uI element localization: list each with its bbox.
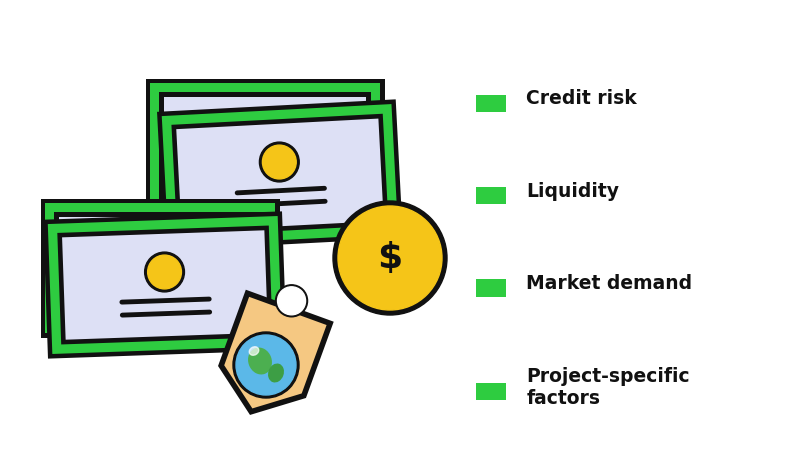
Circle shape: [259, 142, 299, 182]
FancyBboxPatch shape: [476, 187, 506, 204]
Polygon shape: [58, 225, 273, 344]
Ellipse shape: [249, 348, 271, 374]
FancyBboxPatch shape: [476, 279, 506, 297]
Polygon shape: [62, 230, 268, 340]
FancyBboxPatch shape: [476, 383, 506, 400]
Circle shape: [236, 335, 296, 395]
Ellipse shape: [250, 347, 258, 355]
Circle shape: [333, 201, 447, 315]
FancyBboxPatch shape: [476, 95, 506, 112]
Circle shape: [148, 255, 182, 289]
Circle shape: [275, 285, 307, 317]
Polygon shape: [171, 114, 389, 236]
Polygon shape: [164, 97, 366, 199]
Circle shape: [248, 118, 282, 152]
Polygon shape: [41, 198, 279, 338]
Polygon shape: [59, 217, 261, 319]
Circle shape: [143, 238, 177, 272]
Polygon shape: [176, 118, 384, 231]
Circle shape: [145, 252, 185, 292]
Polygon shape: [54, 212, 266, 324]
Polygon shape: [43, 212, 287, 359]
Text: Project-specific
factors: Project-specific factors: [526, 366, 690, 408]
Circle shape: [140, 235, 180, 275]
Circle shape: [245, 115, 285, 155]
Polygon shape: [221, 293, 330, 412]
Circle shape: [338, 206, 442, 310]
Text: $: $: [378, 241, 402, 275]
Text: Liquidity: Liquidity: [526, 182, 619, 201]
Polygon shape: [45, 203, 275, 333]
Polygon shape: [159, 92, 371, 204]
Polygon shape: [150, 83, 380, 213]
Polygon shape: [48, 216, 282, 354]
Text: Credit risk: Credit risk: [526, 90, 637, 108]
Polygon shape: [157, 99, 403, 251]
Circle shape: [262, 145, 296, 179]
Circle shape: [233, 332, 299, 398]
Polygon shape: [146, 78, 385, 217]
Text: Market demand: Market demand: [526, 274, 693, 293]
Polygon shape: [221, 293, 330, 412]
Polygon shape: [162, 104, 398, 246]
Ellipse shape: [269, 364, 283, 382]
Circle shape: [278, 287, 306, 315]
